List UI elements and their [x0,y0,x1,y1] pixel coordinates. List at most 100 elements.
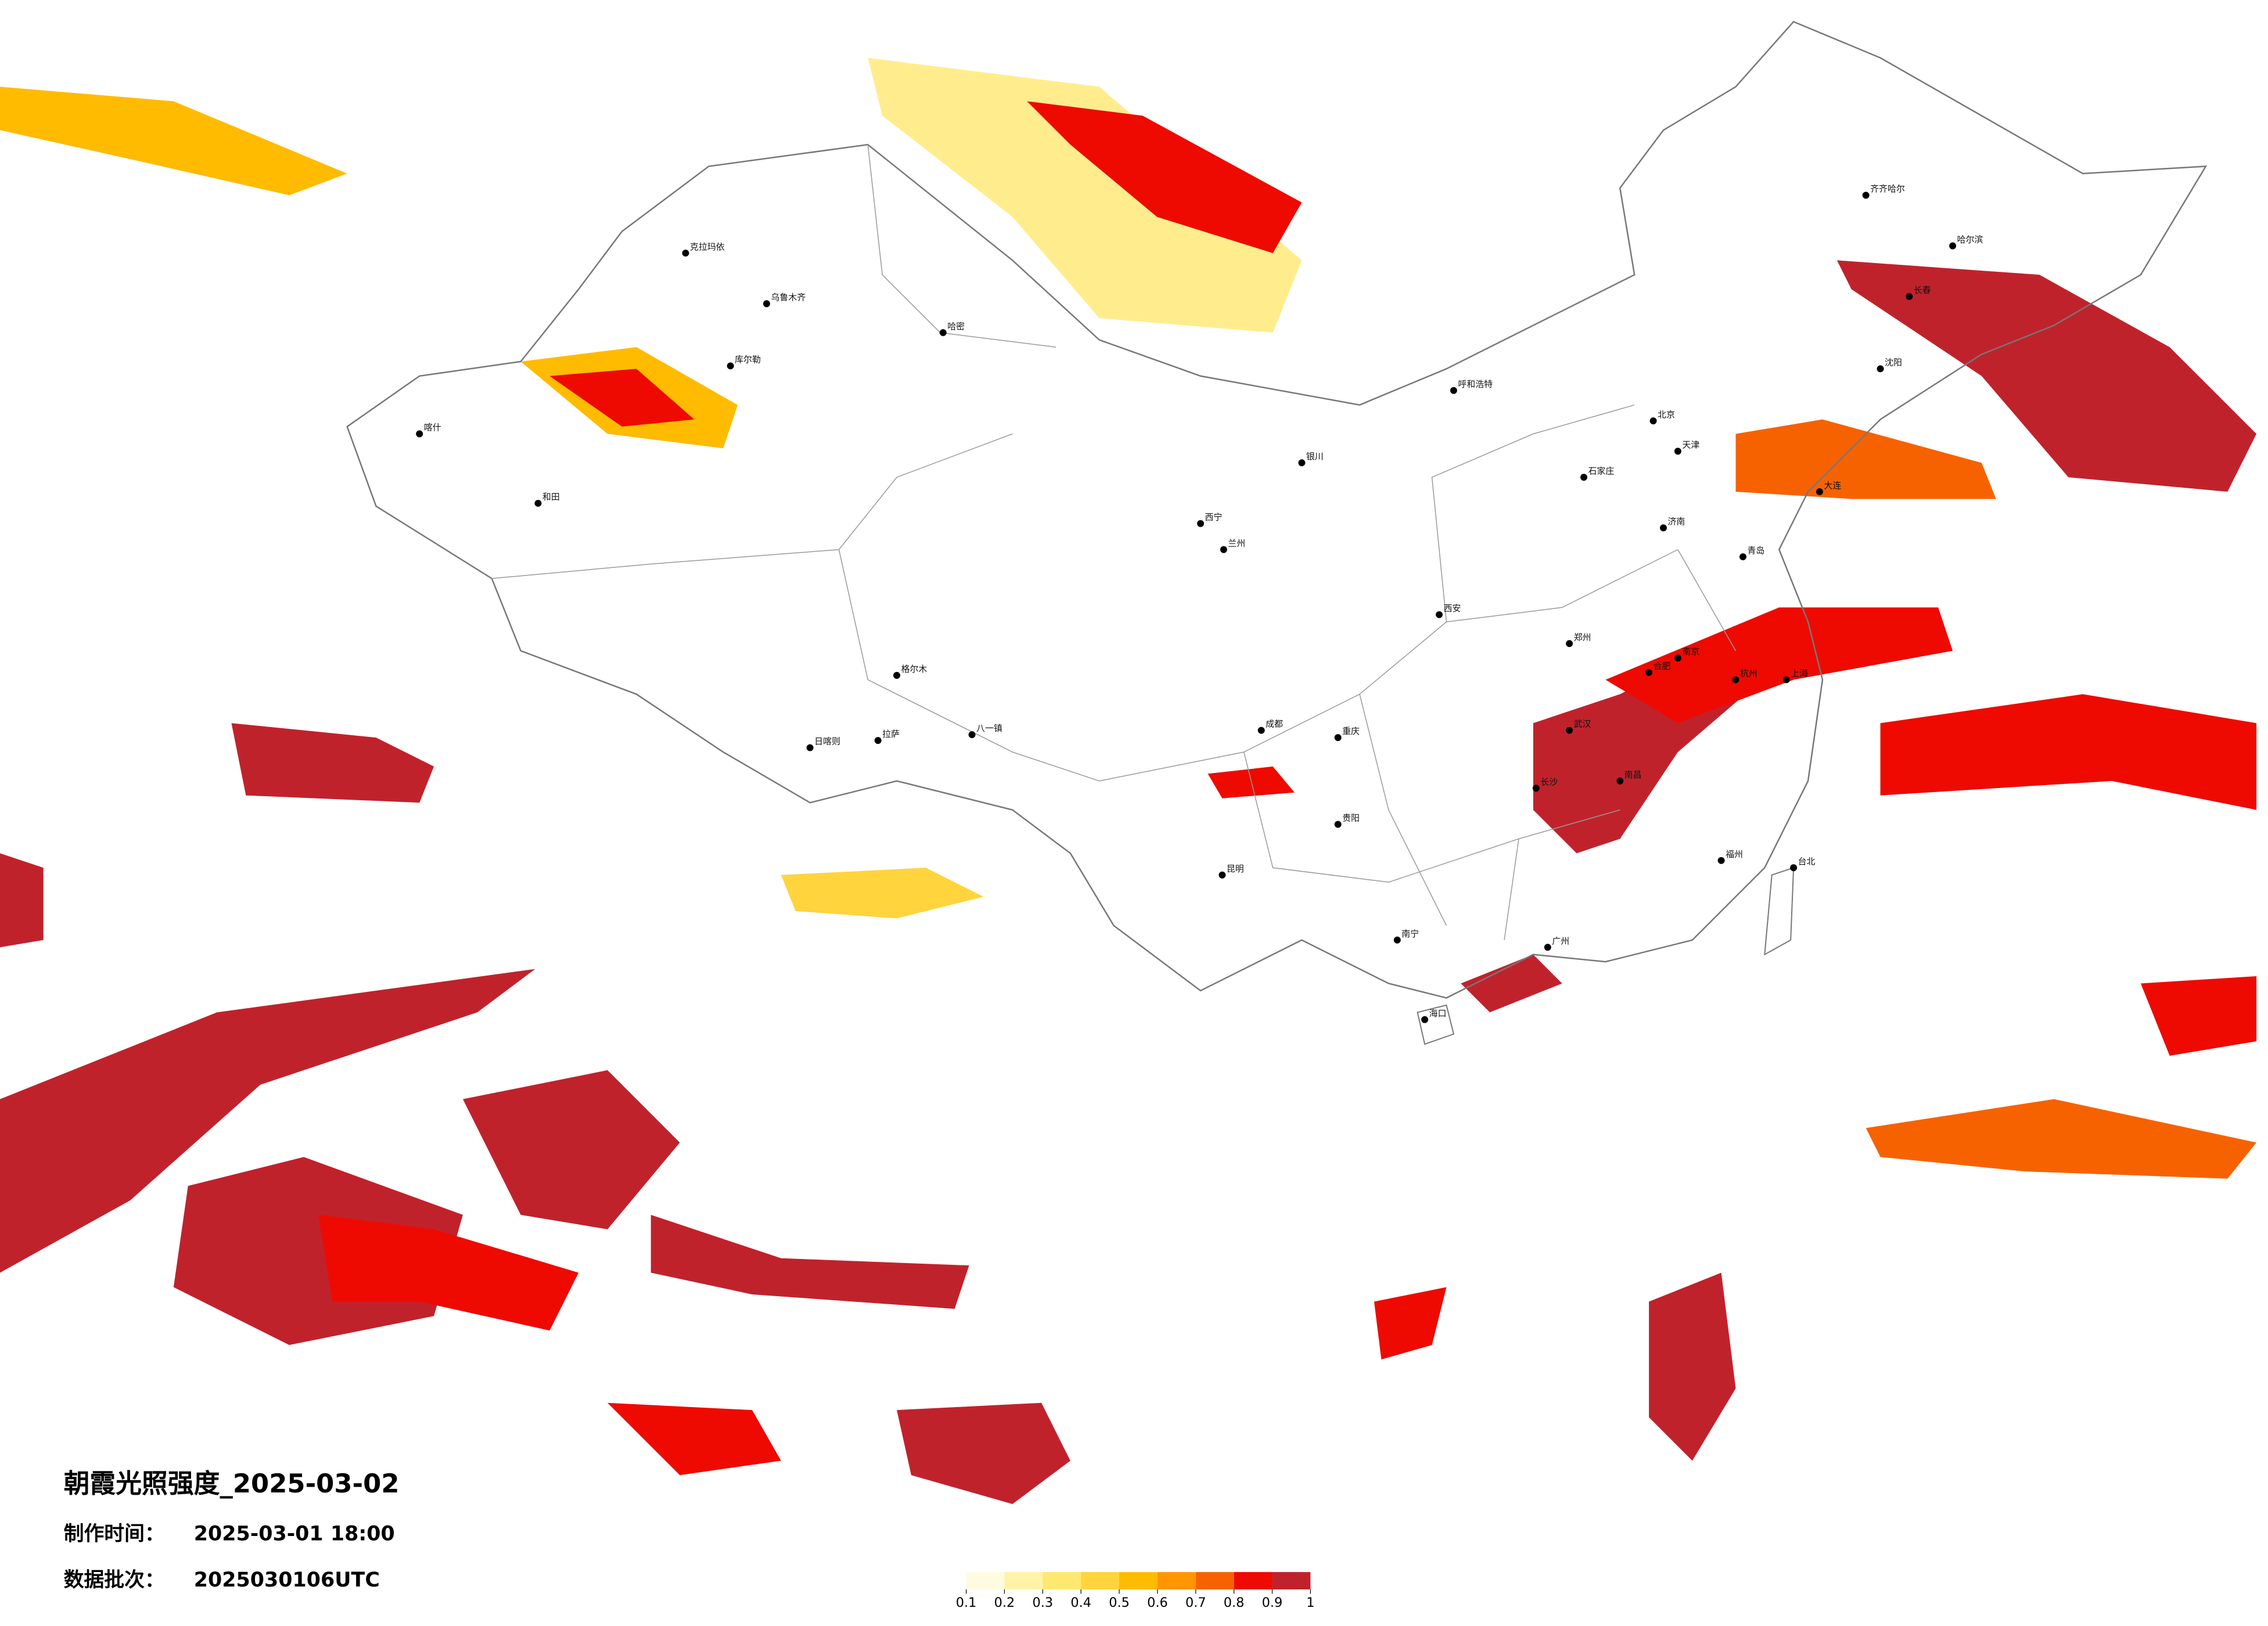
city-label: 天津 [1682,440,1699,450]
legend-tick-label: 0.8 [1224,1595,1245,1610]
city-label: 武汉 [1574,719,1591,729]
heat-area [1735,419,1996,499]
city-label: 重庆 [1342,726,1360,736]
heat-area [549,369,695,427]
city-dot [1862,192,1870,199]
city-dot [682,249,689,257]
city-label: 西宁 [1205,512,1223,523]
legend-tick-label: 0.7 [1185,1595,1206,1610]
city-dot [763,300,770,307]
city-dot [1906,293,1913,300]
legend-swatch [1195,1572,1234,1589]
city-label: 和田 [542,492,560,502]
city-dot [1421,1016,1429,1023]
legend-tick-label: 0.1 [956,1595,977,1610]
city-label: 成都 [1266,719,1283,729]
city-label: 南宁 [1401,929,1419,939]
legend-swatch [1157,1572,1196,1589]
city-dot [874,737,882,744]
city-dot [1782,676,1790,684]
heat-area [1880,694,2257,810]
heat-area [1461,954,1562,1013]
city-label: 八一镇 [976,723,1002,733]
legend-swatch [1234,1572,1273,1589]
city-label: 兰州 [1228,538,1245,548]
island-outline [1417,866,1795,1045]
legend-tick-label: 0.2 [994,1595,1015,1610]
city-dot [1334,734,1342,742]
city-label: 沈阳 [1885,357,1902,368]
city-label: 石家庄 [1588,466,1614,476]
legend-tick-label: 1 [1306,1595,1314,1610]
city-label: 齐齐哈尔 [1870,184,1905,194]
heat-area [650,1214,969,1309]
city-dot [1544,944,1551,951]
city-dot [727,362,734,370]
city-label: 台北 [1798,856,1816,866]
city-dot [1717,857,1725,864]
city-dot [1566,640,1573,647]
city-dot [1393,936,1401,944]
heat-area [1649,1272,1736,1461]
city-label: 格尔木 [901,664,928,674]
city-label: 长沙 [1540,776,1558,787]
city-label: 哈尔滨 [1957,234,1983,244]
legend-tick-label: 0.6 [1147,1595,1168,1610]
made-time: 2025-03-01 18:00 [194,1522,395,1545]
city-label: 大连 [1824,480,1841,491]
city-dot [939,329,947,336]
country-outline [346,20,2208,999]
legend-swatch [1081,1572,1120,1589]
city-dot [1674,448,1681,455]
city-dot [893,672,901,679]
city-dot [968,731,976,739]
city-label: 西安 [1443,603,1461,613]
heat-area [2140,976,2257,1056]
city-label: 乌鲁木齐 [771,292,806,303]
heat-area [897,1402,1070,1505]
city-label: 哈密 [947,321,965,332]
batch-id: 2025030106UTC [194,1569,380,1592]
city-dot [1436,611,1443,618]
city-dot [1674,654,1681,662]
city-dot [1949,242,1957,250]
city-label: 海口 [1429,1008,1447,1019]
heat-area [231,723,434,803]
city-label: 合肥 [1654,661,1671,671]
city-dot [534,499,542,507]
city-label: 呼和浩特 [1458,379,1493,389]
city-dot [1298,459,1306,466]
city-dot [1739,553,1746,560]
intensity-field [0,57,2257,1505]
legend-tick-label: 0.3 [1033,1595,1054,1610]
city-label: 广州 [1552,936,1569,946]
heat-area [781,868,984,919]
heat-area [1027,101,1302,253]
city-label: 贵阳 [1342,813,1360,823]
city-dot [1649,417,1657,425]
city-label: 郑州 [1574,632,1591,642]
city-label: 上海 [1791,668,1808,679]
city-label: 南京 [1682,646,1699,657]
city-dot [416,430,423,438]
city-dot [1220,546,1227,553]
legend-swatch [966,1572,1005,1589]
city-label: 克拉玛依 [690,242,725,252]
batch-label: 数据批次： [64,1569,165,1592]
heat-area [868,57,1302,333]
city-label: 日喀则 [814,736,840,747]
city-dot [1816,488,1823,495]
city-label: 长春 [1914,285,1931,296]
city-dot [1219,871,1226,879]
city-label: 北京 [1658,409,1675,420]
heat-area [0,87,347,196]
city-dot [1790,864,1798,872]
city-dot [1566,726,1573,734]
legend-swatch [1272,1572,1311,1589]
city-label: 拉萨 [882,729,900,739]
heat-area [0,853,44,948]
heat-area [607,1402,781,1476]
